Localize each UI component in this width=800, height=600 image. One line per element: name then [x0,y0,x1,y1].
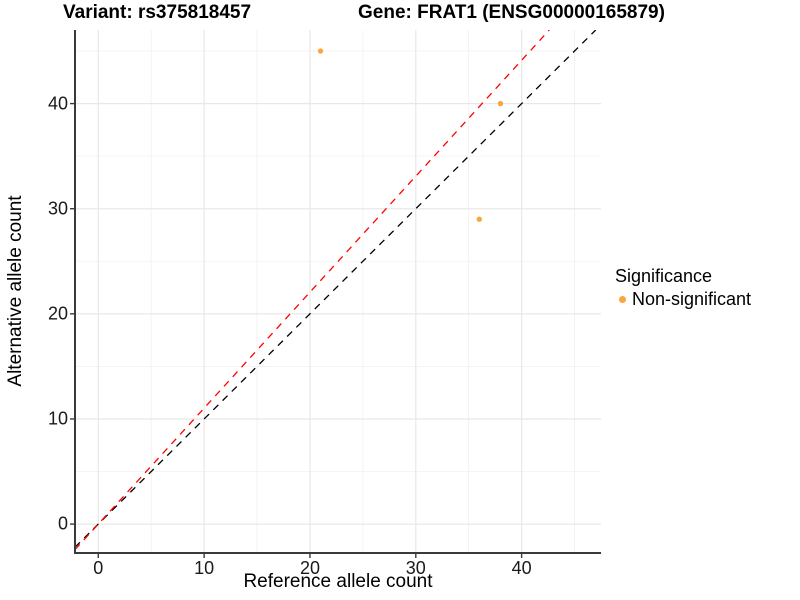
allelic-ratio-line [75,30,550,551]
identity-line [75,30,597,548]
y-tick-label: 40 [47,93,68,114]
y-tick-label: 30 [47,198,68,219]
y-tick-label: 10 [47,408,68,429]
variant-title: Variant: rs375818457 [63,2,252,23]
grid-minor [75,30,601,553]
data-point [497,100,504,107]
y-tick-label: 20 [47,303,68,324]
y-tick-label: 0 [57,513,68,534]
tick-marks [70,102,523,558]
x-tick-label: 0 [93,558,104,578]
y-axis-title: Alternative allele count [5,195,26,387]
data-point [476,216,482,222]
legend: Significance Non-significant [615,266,751,310]
legend-title: Significance [615,266,713,286]
legend-key-dot-icon [619,296,626,303]
legend-item-label: Non-significant [632,289,752,309]
data-point [317,48,324,54]
x-tick-label: 20 [299,558,320,578]
x-tick-label: 40 [511,558,532,578]
data-points [317,48,504,222]
gene-title: Gene: FRAT1 (ENSG00000165879) [358,2,665,23]
legend-item-non-significant: Non-significant [615,289,751,310]
grid-major [75,30,601,553]
x-tick-label: 10 [194,558,215,578]
x-axis-title: Reference allele count [243,571,433,592]
x-tick-label: 30 [405,558,426,578]
